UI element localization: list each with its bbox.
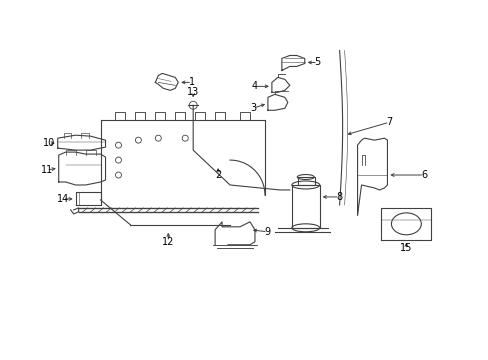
Text: 14: 14	[57, 194, 69, 204]
Text: 5: 5	[314, 58, 320, 67]
Text: 7: 7	[386, 117, 392, 127]
Text: 10: 10	[42, 138, 55, 148]
Text: 13: 13	[187, 87, 199, 97]
Text: 9: 9	[264, 227, 270, 237]
Text: 1: 1	[189, 77, 195, 87]
Text: 15: 15	[399, 243, 412, 253]
Text: 6: 6	[420, 170, 427, 180]
Text: 8: 8	[336, 192, 342, 202]
Text: 3: 3	[249, 103, 256, 113]
Text: 12: 12	[162, 237, 174, 247]
Text: 2: 2	[215, 170, 221, 180]
Text: 11: 11	[41, 165, 53, 175]
Text: 4: 4	[251, 81, 258, 91]
